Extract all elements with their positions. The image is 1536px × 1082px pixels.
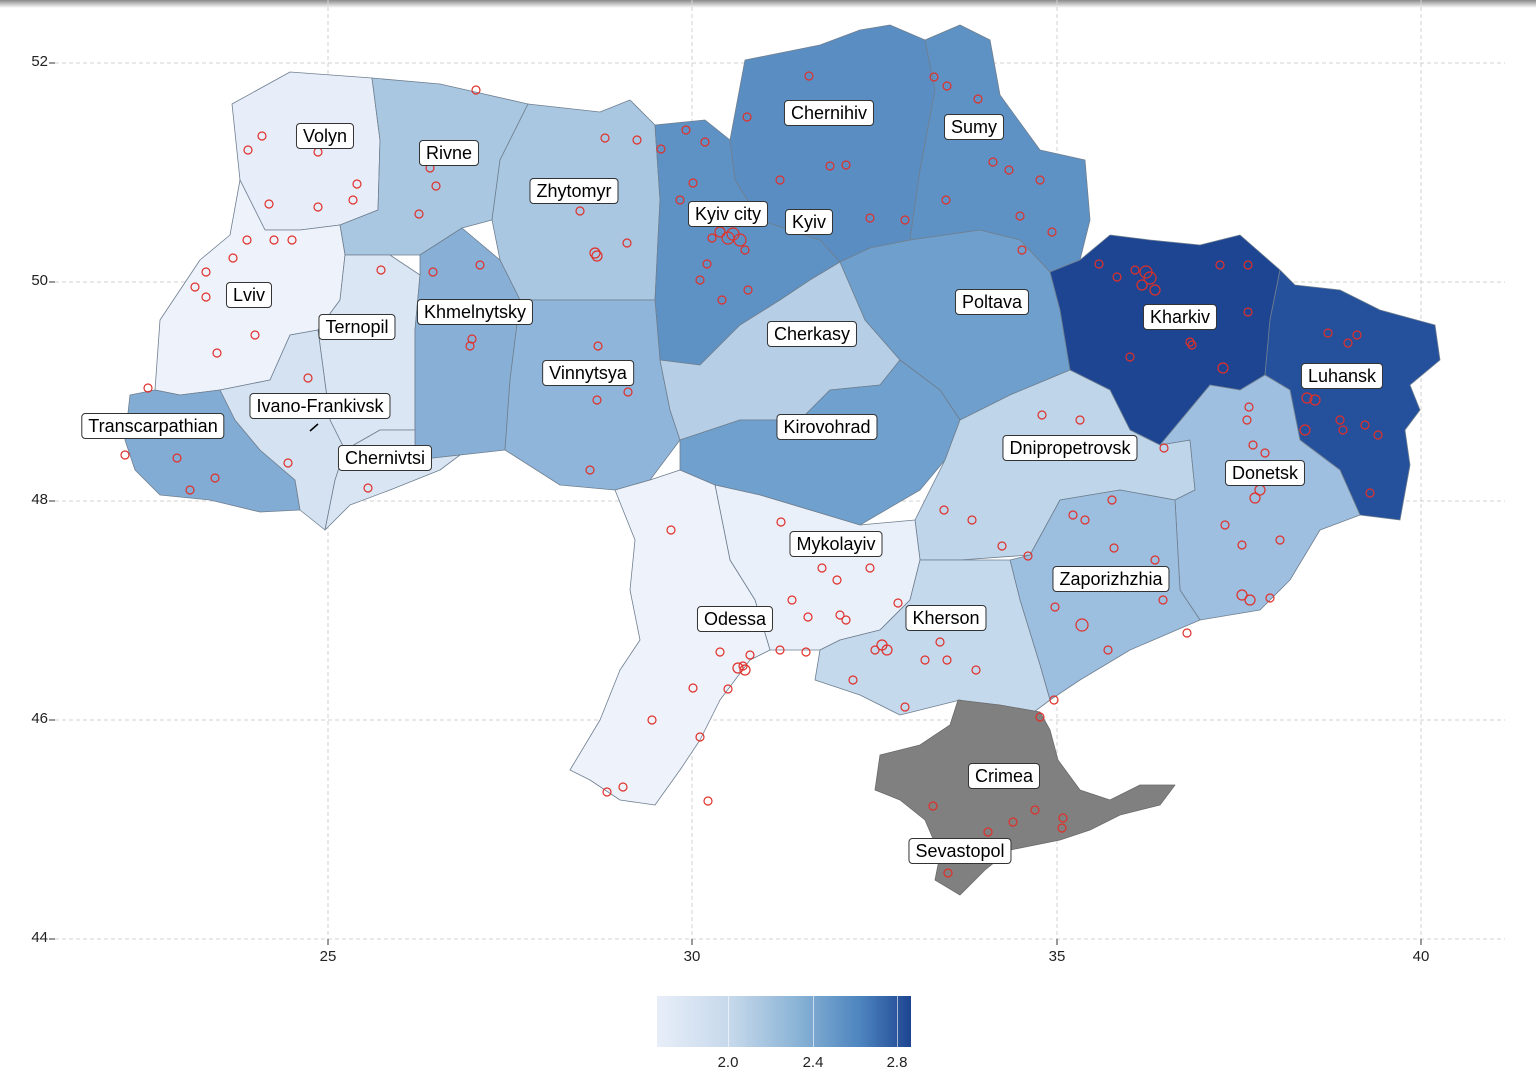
legend-tick-line	[728, 996, 729, 1047]
legend-label-2-4: 2.4	[802, 1054, 824, 1071]
top-shadow	[0, 0, 1536, 8]
label-mykolayiv: Mykolayiv	[789, 531, 883, 557]
label-kherson: Kherson	[905, 605, 987, 631]
label-sevastopol: Sevastopol	[908, 838, 1012, 864]
label-leader-line	[309, 423, 319, 432]
region-volyn	[231, 71, 381, 231]
y-tick-44: 44	[31, 929, 48, 946]
y-tick-52: 52	[31, 53, 48, 70]
label-khmelnytsky: Khmelnytsky	[416, 299, 534, 325]
legend-tick-line	[813, 996, 814, 1047]
y-tick-50: 50	[31, 272, 48, 289]
label-rivne: Rivne	[418, 140, 480, 166]
label-poltava: Poltava	[954, 289, 1030, 315]
label-zaporizhzhia: Zaporizhzhia	[1052, 566, 1170, 592]
label-kharkiv: Kharkiv	[1142, 304, 1218, 330]
label-kirovohrad: Kirovohrad	[776, 414, 878, 440]
label-volyn: Volyn	[295, 123, 355, 149]
label-crimea: Crimea	[967, 763, 1041, 789]
color-legend-bar	[657, 996, 911, 1047]
label-donetsk: Donetsk	[1224, 460, 1306, 486]
axis-ticks	[49, 62, 1422, 945]
label-vinnytsya: Vinnytsya	[542, 360, 634, 386]
legend-tick-line	[897, 996, 898, 1047]
label-lviv: Lviv	[225, 282, 273, 308]
region-odessa	[569, 469, 771, 806]
label-zhytomyr: Zhytomyr	[529, 178, 619, 204]
legend-label-2-0: 2.0	[717, 1054, 739, 1071]
label-sumy: Sumy	[943, 114, 1005, 140]
label-cherkasy: Cherkasy	[766, 321, 858, 347]
legend-label-2-8: 2.8	[886, 1054, 908, 1071]
y-tick-48: 48	[31, 491, 48, 508]
label-ivano-frankivsk: Ivano-Frankivsk	[249, 393, 391, 419]
label-chernihiv: Chernihiv	[783, 100, 875, 126]
x-tick-25: 25	[319, 948, 337, 965]
y-tick-46: 46	[31, 710, 48, 727]
label-kyiv: Kyiv	[784, 209, 834, 235]
region-vinnytsya	[504, 299, 681, 491]
label-ternopil: Ternopil	[318, 314, 396, 340]
label-transcarpathian: Transcarpathian	[81, 413, 225, 439]
label-chernivtsi: Chernivtsi	[337, 445, 433, 471]
x-tick-30: 30	[683, 948, 701, 965]
label-luhansk: Luhansk	[1300, 363, 1384, 389]
x-tick-35: 35	[1048, 948, 1066, 965]
label-kyiv-city: Kyiv city	[687, 201, 769, 227]
label-dnipropetrovsk: Dnipropetrovsk	[1002, 435, 1138, 461]
region-crimea	[874, 699, 1176, 896]
x-tick-40: 40	[1412, 948, 1430, 965]
label-odessa: Odessa	[696, 606, 774, 632]
